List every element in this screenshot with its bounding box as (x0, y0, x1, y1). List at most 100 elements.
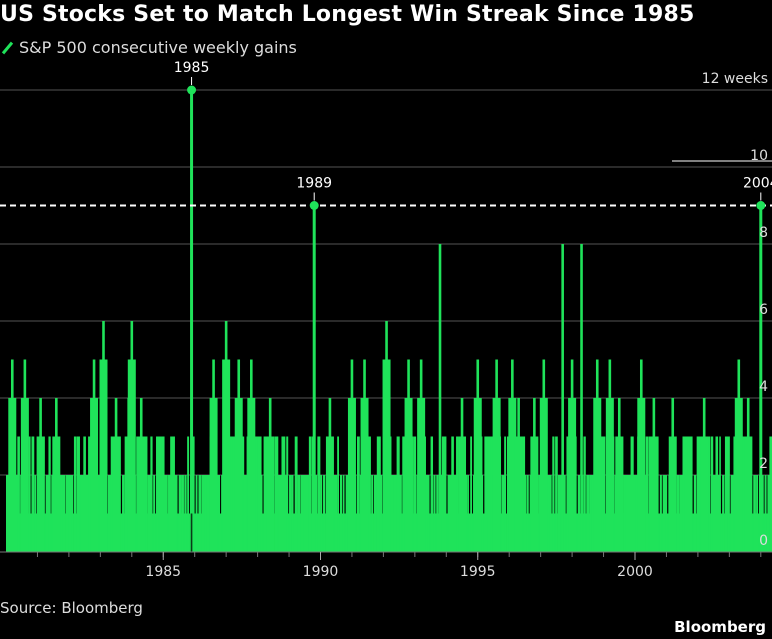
series-bar (436, 475, 439, 552)
series-bar (523, 475, 527, 552)
series-bar (243, 475, 248, 552)
series-bar (187, 436, 190, 552)
y-tick-label: 2 (759, 456, 768, 472)
series-bar (201, 475, 205, 552)
annotation-marker (309, 201, 319, 210)
x-tick-label: 1995 (460, 564, 496, 580)
y-tick-label: 4 (759, 379, 768, 395)
y-tick-label: 10 (750, 148, 768, 164)
series-bar (99, 359, 108, 552)
series-spike (190, 90, 194, 552)
series-bar (396, 436, 400, 552)
series-bar (390, 475, 394, 552)
series-bar (17, 436, 20, 552)
series-bar (159, 475, 168, 552)
series-bar (484, 436, 489, 552)
series-bar (347, 398, 356, 552)
series-bar (371, 475, 374, 552)
series-bar (45, 475, 49, 552)
series-bar (65, 475, 70, 552)
series-bar (589, 475, 593, 552)
series-bar (232, 436, 236, 552)
series-bar (28, 436, 31, 552)
series-bar (568, 398, 577, 552)
series-bar (34, 475, 37, 552)
series-bar (444, 436, 447, 552)
series-bar (707, 436, 711, 552)
series-bar (563, 475, 566, 552)
series-bar (722, 475, 725, 552)
series-bar (603, 436, 606, 552)
series-bar (441, 436, 446, 552)
series-bar (368, 436, 371, 552)
series-bar (297, 475, 301, 552)
series-bar (430, 436, 434, 552)
series-bar (456, 436, 459, 552)
series-bar (247, 398, 256, 552)
series-bar (557, 475, 562, 552)
series-bar (255, 436, 260, 552)
series-bar (195, 475, 198, 552)
series-bar (586, 475, 590, 552)
series-spike (312, 205, 316, 552)
series-bar (615, 436, 624, 552)
x-tick-label: 2000 (617, 564, 653, 580)
series-bar (48, 436, 51, 552)
series-bar (156, 436, 160, 552)
series-bar (668, 436, 677, 552)
series-bar (192, 436, 195, 552)
series-bar (360, 398, 369, 552)
x-tick-label: 1990 (303, 564, 339, 580)
series-bar (71, 475, 74, 552)
series-bar (184, 475, 187, 552)
series-bar (514, 436, 523, 552)
series-bar (526, 475, 529, 552)
series-bar (20, 398, 29, 552)
series-bar (257, 436, 262, 552)
series-bar (339, 475, 343, 552)
series-bar (481, 475, 484, 552)
series-bar (209, 398, 218, 552)
series-bar (433, 475, 436, 552)
series-bar (682, 436, 686, 552)
series-bar (676, 475, 680, 552)
series-bar (470, 436, 473, 552)
series-spike (561, 244, 564, 552)
series-bar (625, 475, 629, 552)
series-bar (600, 436, 604, 552)
series-bar (323, 475, 326, 552)
series-bar (756, 475, 759, 552)
series-bar (181, 475, 184, 552)
series-bar (144, 436, 148, 552)
series-bar (662, 475, 667, 552)
series-bar (62, 475, 66, 552)
series-bar (80, 475, 89, 552)
series-bar (356, 436, 360, 552)
series-bar (31, 436, 35, 552)
series-bar (427, 475, 430, 552)
series-bar (127, 359, 136, 552)
y-tick-label: 8 (759, 225, 768, 241)
series-bar (314, 475, 318, 552)
series-bar (6, 475, 9, 552)
series-bar (504, 436, 507, 552)
series-bar (605, 398, 614, 552)
series-bar (627, 475, 636, 552)
series-bar (393, 475, 398, 552)
x-tick-label: 1985 (145, 564, 181, 580)
series-bar (150, 436, 153, 552)
series-bar (487, 436, 491, 552)
series-bar (458, 436, 467, 552)
annotation-label: 1985 (174, 60, 210, 76)
series-bar (76, 436, 80, 552)
series-bar (649, 436, 658, 552)
chart-title: US Stocks Set to Match Longest Win Strea… (0, 2, 695, 27)
y-tick-label: 0 (759, 533, 768, 549)
series-bar (769, 436, 772, 552)
series-bar (36, 436, 45, 552)
series-bar (710, 436, 714, 552)
brand-logo: Bloomberg (674, 618, 766, 636)
series-bar (153, 475, 156, 552)
series-bar (137, 436, 146, 552)
